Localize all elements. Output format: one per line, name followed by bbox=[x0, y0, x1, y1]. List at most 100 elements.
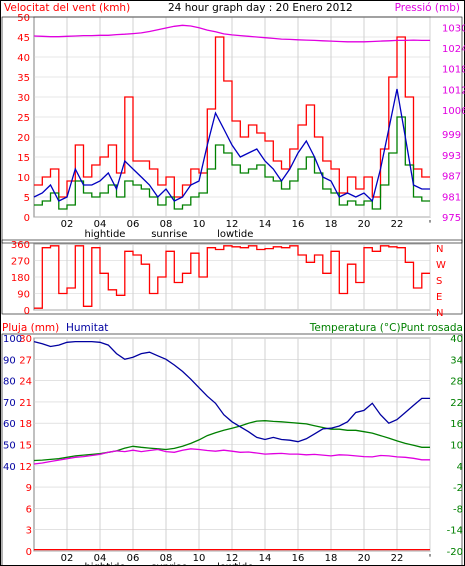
pressure-tick-label: 993 bbox=[442, 151, 461, 162]
rain-tick-label: 30 bbox=[19, 334, 32, 345]
wind-pressure-panel: 0510152025303540455097598198799399910061… bbox=[1, 13, 465, 244]
tide-annotation: sunrise bbox=[151, 562, 187, 566]
dewpoint-line bbox=[33, 448, 430, 465]
wind-tick-label: 0 bbox=[24, 213, 30, 224]
rain-tick-label: 6 bbox=[26, 504, 32, 515]
humidity-tick-label: 100 bbox=[3, 334, 22, 345]
x-tick-label: 12 bbox=[226, 219, 239, 230]
wind-tick-label: 35 bbox=[17, 73, 30, 84]
humidity-tick-label: 70 bbox=[3, 398, 16, 409]
pressure-tick-label: 1030 bbox=[442, 23, 465, 34]
wind-tick-label: 30 bbox=[17, 93, 30, 104]
pressure-tick-label: 1012 bbox=[442, 85, 465, 96]
tide-annotation: lowtide bbox=[217, 562, 253, 566]
rain-tick-label: 27 bbox=[19, 355, 32, 366]
temp-tick-label: -14 bbox=[447, 526, 463, 537]
temp-tick-label: 22 bbox=[450, 398, 463, 409]
x-tick-label: ' bbox=[429, 219, 432, 230]
pressure-tick-label: 981 bbox=[442, 192, 461, 203]
temp-tick-label: -2 bbox=[453, 483, 463, 494]
humidity-line bbox=[33, 340, 430, 443]
rain-tick-label: 3 bbox=[26, 526, 32, 537]
humidity-tick-label: 60 bbox=[3, 419, 16, 430]
rain-tick-label: 9 bbox=[26, 483, 32, 494]
wind-mean-line bbox=[33, 88, 430, 203]
x-tick-label: 16 bbox=[292, 553, 305, 564]
temp-tick-label: 34 bbox=[450, 355, 463, 366]
pressure-tick-label: 975 bbox=[442, 213, 461, 224]
humidity-axis-title: Humitat bbox=[66, 322, 108, 334]
wind-tick-label: 25 bbox=[17, 113, 30, 124]
compass-label: W bbox=[436, 260, 446, 271]
panel1-border bbox=[1, 16, 463, 244]
x-tick-label: 16 bbox=[292, 219, 305, 230]
x-tick-label: 20 bbox=[358, 219, 371, 230]
rain-humidity-temp-panel: 3027242118151296301009080706050404034282… bbox=[1, 333, 463, 566]
direction-tick-label: 90 bbox=[17, 290, 30, 301]
direction-tick-label: 0 bbox=[24, 306, 30, 317]
temp-tick-label: 4 bbox=[457, 462, 463, 473]
pressure-tick-label: 1024 bbox=[442, 44, 465, 55]
wind-tick-label: 50 bbox=[17, 13, 30, 24]
rain-tick-label: 15 bbox=[19, 441, 32, 452]
x-tick-label: 02 bbox=[61, 219, 74, 230]
x-tick-label: 14 bbox=[259, 553, 272, 564]
wind-tick-label: 15 bbox=[17, 153, 30, 164]
humidity-tick-label: 40 bbox=[3, 462, 16, 473]
x-tick-label: 08 bbox=[160, 219, 173, 230]
wind-tick-label: 5 bbox=[24, 193, 30, 204]
rain-tick-label: 24 bbox=[19, 377, 32, 388]
tide-annotation: lowtide bbox=[217, 229, 253, 240]
temp-tick-label: 28 bbox=[450, 377, 463, 388]
rain-tick-label: 0 bbox=[26, 547, 32, 558]
x-tick-label: 06 bbox=[127, 219, 140, 230]
temp-tick-label: 16 bbox=[450, 419, 463, 430]
x-tick-label: 04 bbox=[94, 219, 107, 230]
x-tick-label: 18 bbox=[325, 553, 338, 564]
x-tick-label: 14 bbox=[259, 219, 272, 230]
pressure-tick-label: 1018 bbox=[442, 65, 465, 76]
pressure-axis-title: Pressió (mb) bbox=[395, 2, 460, 14]
wind-direction-line bbox=[34, 245, 430, 309]
temp-tick-label: -8 bbox=[453, 504, 463, 515]
temperature-line bbox=[33, 420, 430, 462]
x-tick-label: 12 bbox=[226, 553, 239, 564]
x-tick-label: 02 bbox=[61, 553, 74, 564]
rain-tick-label: 21 bbox=[19, 398, 32, 409]
x-tick-label: 06 bbox=[127, 553, 140, 564]
wind-tick-label: 20 bbox=[17, 133, 30, 144]
wind-tick-label: 10 bbox=[17, 173, 30, 184]
x-tick-label: 18 bbox=[325, 219, 338, 230]
x-tick-label: 10 bbox=[193, 219, 206, 230]
pressure-tick-label: 999 bbox=[442, 130, 461, 141]
wind-axis-title: Velocitat del vent (kmh) bbox=[4, 2, 130, 14]
compass-label: N bbox=[436, 308, 443, 319]
rain-axis-title: Pluja (mm) bbox=[2, 322, 59, 334]
temp-tick-label: 40 bbox=[450, 334, 463, 345]
tide-annotation: hightide bbox=[84, 229, 125, 240]
rain-tick-label: 12 bbox=[19, 462, 32, 473]
temp-dewpoint-axis-title: Temperatura (°C)Punt rosada bbox=[309, 322, 463, 334]
x-tick-label: ' bbox=[429, 553, 432, 564]
pressure-tick-label: 1006 bbox=[442, 106, 465, 117]
panel3-border bbox=[1, 333, 463, 566]
x-tick-label: 08 bbox=[160, 553, 173, 564]
x-tick-label: 04 bbox=[94, 553, 107, 564]
panel2-border bbox=[1, 239, 463, 315]
direction-tick-label: 270 bbox=[11, 257, 30, 268]
rain-tick-label: 18 bbox=[19, 419, 32, 430]
compass-label: S bbox=[436, 276, 442, 287]
humidity-tick-label: 80 bbox=[3, 377, 16, 388]
temp-tick-label: 10 bbox=[450, 441, 463, 452]
x-tick-label: 22 bbox=[391, 553, 404, 564]
x-tick-label: 20 bbox=[358, 553, 371, 564]
direction-tick-label: 360 bbox=[11, 240, 30, 251]
chart-title: 24 hour graph day : 20 Enero 2012 bbox=[168, 2, 353, 14]
tide-annotation: sunrise bbox=[151, 229, 187, 240]
humidity-tick-label: 90 bbox=[3, 355, 16, 366]
wind-avg-line bbox=[34, 116, 430, 210]
pressure-tick-label: 987 bbox=[442, 172, 461, 183]
